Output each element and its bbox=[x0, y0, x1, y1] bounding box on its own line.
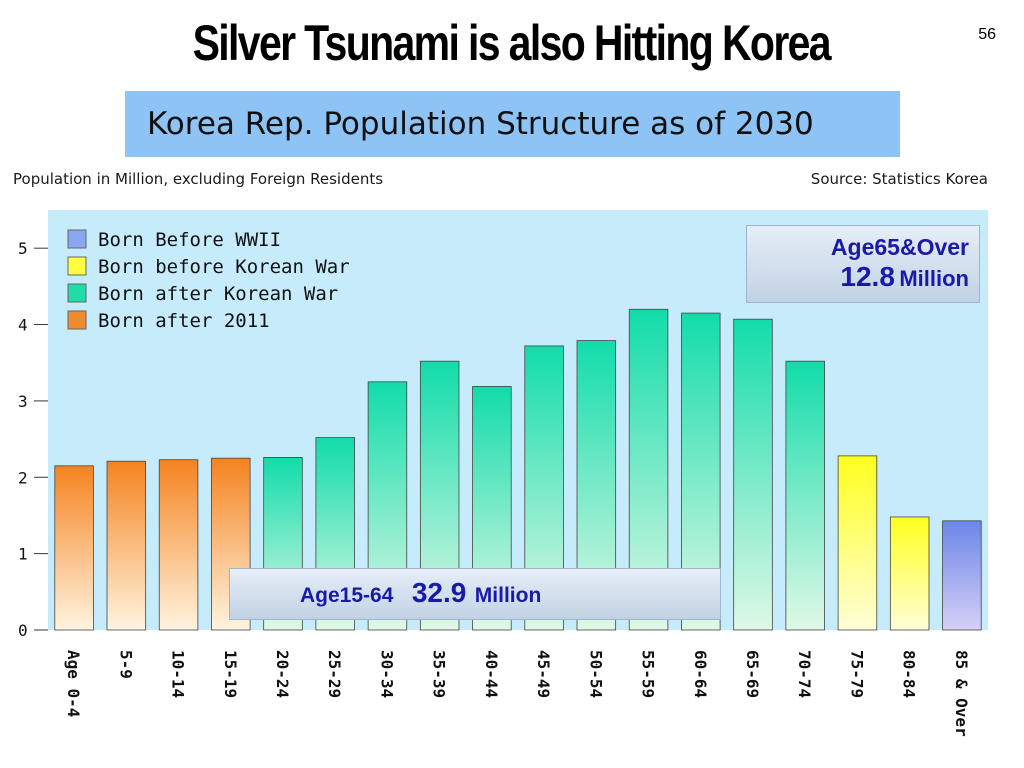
bar-2 bbox=[106, 460, 147, 631]
source-note: Source: Statistics Korea bbox=[810, 170, 988, 188]
units-note: Population in Million, excluding Foreign… bbox=[13, 170, 384, 188]
x-tick-label: 35-39 bbox=[430, 650, 449, 698]
page-number: 56 bbox=[978, 26, 996, 43]
bar-1 bbox=[54, 465, 94, 631]
x-tick-label: 50-54 bbox=[586, 650, 605, 698]
x-tick-label: 30-34 bbox=[377, 650, 396, 698]
bar-14 bbox=[733, 318, 773, 631]
callout-age65-value: 12.8 bbox=[840, 261, 895, 292]
bar-3 bbox=[158, 459, 199, 631]
legend-label: Born before Korean War bbox=[98, 256, 350, 278]
y-tick-label: 3 bbox=[18, 392, 28, 411]
x-tick-label: 10-14 bbox=[169, 650, 188, 698]
y-tick-label: 5 bbox=[18, 239, 28, 258]
bar-16 bbox=[837, 455, 878, 631]
legend-swatch bbox=[67, 310, 87, 330]
callout-age1564-unit: Million bbox=[474, 584, 542, 607]
bar-17 bbox=[889, 516, 930, 631]
legend-swatch bbox=[67, 283, 87, 303]
bar-15 bbox=[785, 360, 825, 631]
legend: Born Before WWII Born before Korean War Bo… bbox=[67, 229, 350, 332]
x-tick-label: 40-44 bbox=[482, 650, 501, 698]
y-tick-label: 0 bbox=[18, 621, 28, 640]
legend-label: Born after Korean War bbox=[98, 283, 338, 305]
y-tick-label: 4 bbox=[18, 316, 28, 335]
callout-age15-64: Age15-64 32.9 Million bbox=[229, 568, 721, 620]
callout-age65-label: Age65&Over bbox=[830, 234, 969, 260]
x-tick-label: 75-79 bbox=[847, 650, 866, 698]
callout-age65-over: Age65&Over 12.8 Million bbox=[746, 225, 980, 303]
y-tick-label: 2 bbox=[18, 468, 28, 487]
x-axis-labels: Age 0-4 5-9 10-14 15-19 20-24 25-29 30-34 35-39… bbox=[64, 650, 971, 737]
callout-age1564-label: Age15-64 bbox=[300, 584, 394, 607]
y-tick-label: 1 bbox=[18, 545, 28, 564]
x-tick-label: 5-9 bbox=[116, 650, 135, 679]
x-tick-label: Age 0-4 bbox=[64, 650, 83, 717]
legend-swatch bbox=[67, 256, 87, 276]
y-axis: 0 1 2 3 4 5 bbox=[18, 239, 48, 640]
x-tick-label: 85 & Over bbox=[952, 650, 971, 737]
x-tick-label: 45-49 bbox=[534, 650, 553, 698]
bar-18 bbox=[942, 520, 982, 631]
callout-age65-unit: Million bbox=[899, 266, 969, 291]
legend-label: Born Before WWII bbox=[98, 229, 281, 251]
x-tick-label: 15-19 bbox=[221, 650, 240, 698]
x-tick-label: 65-69 bbox=[743, 650, 762, 698]
callout-age1564-value: 32.9 bbox=[411, 577, 467, 608]
x-tick-label: 55-59 bbox=[639, 650, 658, 698]
legend-swatch bbox=[67, 229, 87, 249]
x-tick-label: 70-74 bbox=[795, 650, 814, 698]
x-tick-label: 80-84 bbox=[900, 650, 919, 698]
x-tick-label: 60-64 bbox=[691, 650, 710, 698]
slide-title: Silver Tsunami is also Hitting Korea bbox=[192, 15, 832, 71]
chart-title: Korea Rep. Population Structure as of 20… bbox=[147, 106, 814, 142]
subtitle-banner: Korea Rep. Population Structure as of 20… bbox=[125, 91, 900, 157]
x-tick-label: 25-29 bbox=[325, 650, 344, 698]
x-tick-label: 20-24 bbox=[273, 650, 292, 698]
legend-label: Born after 2011 bbox=[98, 310, 270, 332]
